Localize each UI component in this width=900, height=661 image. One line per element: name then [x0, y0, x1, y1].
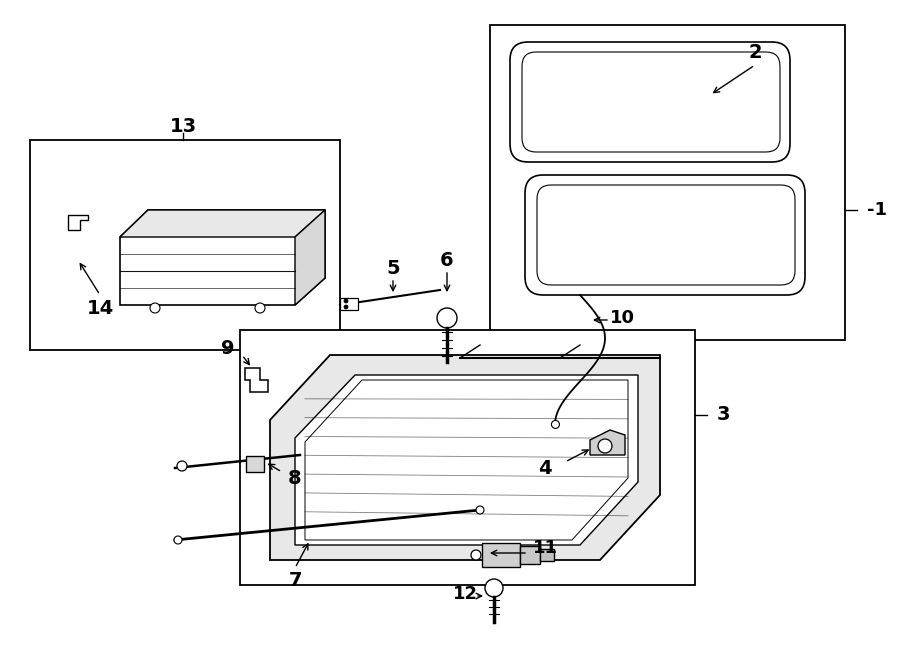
Text: 2: 2 [748, 42, 761, 61]
Polygon shape [295, 375, 638, 545]
Polygon shape [295, 210, 325, 305]
Text: 10: 10 [609, 309, 634, 327]
Polygon shape [270, 355, 660, 560]
Text: -1: -1 [867, 201, 887, 219]
Circle shape [150, 303, 160, 313]
Polygon shape [305, 380, 628, 540]
FancyBboxPatch shape [525, 175, 805, 295]
Text: 14: 14 [86, 299, 113, 317]
Circle shape [552, 420, 560, 428]
Bar [482, 543, 520, 567]
Text: 8: 8 [288, 469, 302, 488]
Bar [240, 330, 695, 585]
Bar [520, 546, 540, 564]
Circle shape [174, 536, 182, 544]
Circle shape [255, 303, 265, 313]
Circle shape [598, 439, 612, 453]
Text: 6: 6 [440, 251, 454, 270]
Text: 13: 13 [169, 116, 196, 136]
Circle shape [485, 579, 503, 597]
Text: 9: 9 [221, 338, 235, 358]
Polygon shape [68, 215, 88, 230]
FancyBboxPatch shape [510, 42, 790, 162]
Text: 3: 3 [717, 405, 731, 424]
Polygon shape [245, 368, 268, 392]
Circle shape [344, 305, 348, 309]
Circle shape [471, 550, 481, 560]
Circle shape [177, 461, 187, 471]
Polygon shape [590, 430, 625, 455]
Bar [540, 549, 554, 561]
Bar [30, 140, 340, 350]
Text: 12: 12 [453, 585, 478, 603]
FancyBboxPatch shape [537, 185, 795, 285]
Polygon shape [120, 210, 325, 305]
Bar [246, 456, 264, 472]
FancyBboxPatch shape [522, 52, 780, 152]
Text: 5: 5 [386, 258, 400, 278]
Bar [340, 298, 358, 310]
Circle shape [437, 308, 457, 328]
Text: 11: 11 [533, 539, 557, 557]
Circle shape [476, 506, 484, 514]
Text: 4: 4 [538, 459, 552, 477]
Circle shape [344, 299, 348, 303]
Text: 7: 7 [288, 570, 302, 590]
Polygon shape [120, 210, 325, 237]
Bar [490, 25, 845, 340]
